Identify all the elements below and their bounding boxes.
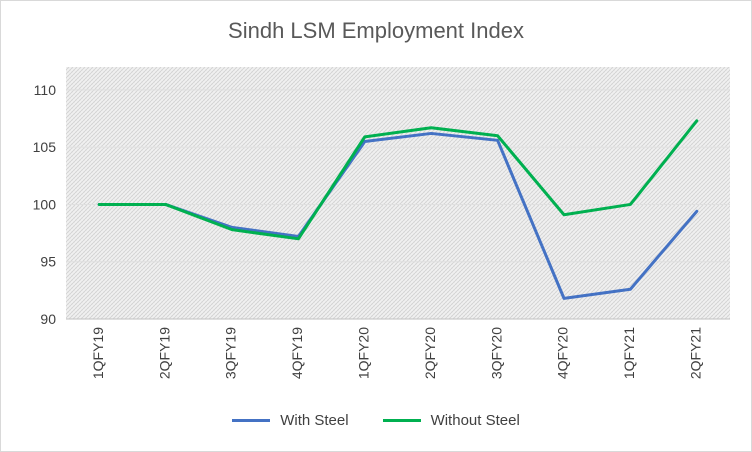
y-tick-label: 90 [40, 311, 56, 327]
x-tick-label: 2QFY21 [688, 327, 704, 379]
chart-title: Sindh LSM Employment Index [228, 18, 524, 43]
legend-item: With Steel [232, 408, 349, 432]
x-tick-label: 1QFY19 [90, 327, 106, 379]
x-tick-label: 2QFY19 [156, 327, 172, 379]
y-tick-label: 105 [33, 139, 57, 155]
legend-label: With Steel [280, 411, 349, 429]
legend-swatch [232, 418, 271, 422]
x-tick-label: 4QFY20 [555, 327, 571, 379]
legend-label: Without Steel [430, 411, 520, 429]
x-tick-label: 2QFY20 [422, 327, 438, 379]
x-tick-label: 1QFY20 [356, 327, 372, 379]
x-tick-label: 4QFY19 [289, 327, 305, 379]
y-tick-label: 100 [33, 196, 57, 212]
legend-item: Without Steel [382, 408, 520, 432]
series-line-2 [97, 119, 699, 241]
plot-area [66, 67, 730, 319]
x-tick-label: 3QFY19 [223, 327, 239, 379]
x-tick-label: 3QFY20 [488, 327, 504, 379]
x-tick-label: 1QFY21 [621, 327, 637, 379]
legend-swatch [382, 418, 421, 422]
y-tick-label: 110 [34, 82, 57, 98]
legend: With Steel Without Steel [0, 408, 752, 432]
y-tick-label: 95 [40, 254, 56, 270]
